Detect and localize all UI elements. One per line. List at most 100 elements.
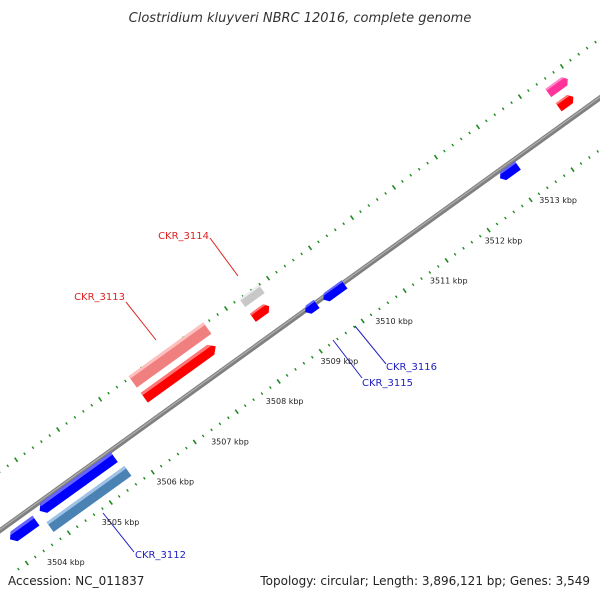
tick-mark bbox=[269, 386, 272, 390]
tick-mark bbox=[73, 415, 77, 419]
tick-mark bbox=[444, 257, 449, 263]
tick-mark bbox=[486, 227, 491, 233]
genome-backbone bbox=[0, 94, 600, 534]
gene-label-ckr-3115[interactable]: CKR_3115 bbox=[362, 378, 413, 389]
tick-mark bbox=[134, 482, 138, 486]
tick-mark bbox=[23, 452, 26, 456]
tick-mark bbox=[342, 222, 345, 226]
tick-mark bbox=[101, 507, 104, 511]
tick-mark bbox=[369, 313, 373, 317]
tick-mark bbox=[115, 385, 119, 389]
gene-label-ckr-3114[interactable]: CKR_3114 bbox=[158, 231, 209, 242]
map-title: Clostridium kluyveri NBRC 12016, complet… bbox=[129, 11, 472, 26]
tick-mark bbox=[384, 191, 387, 195]
gene-forward-3513[interactable] bbox=[555, 93, 576, 112]
gene-reverse-3513[interactable] bbox=[497, 161, 521, 183]
tick-mark bbox=[585, 46, 589, 50]
tick-mark bbox=[31, 446, 35, 450]
tick-mark bbox=[300, 252, 303, 256]
scale-label: 3512 kbp bbox=[485, 236, 523, 245]
tick-mark bbox=[234, 409, 239, 415]
tick-mark bbox=[227, 416, 230, 420]
tick-mark bbox=[17, 567, 20, 571]
tick-mark bbox=[562, 174, 566, 178]
tick-mark bbox=[159, 464, 163, 468]
tick-mark bbox=[411, 283, 415, 287]
tick-mark bbox=[537, 192, 541, 196]
tick-mark bbox=[394, 295, 398, 299]
tick-mark bbox=[378, 307, 381, 311]
tick-mark bbox=[453, 252, 457, 256]
gene-label-ckr-3113[interactable]: CKR_3113 bbox=[74, 292, 125, 303]
gene-label-ckr-3116[interactable]: CKR_3116 bbox=[386, 362, 437, 373]
gene-ckr-3113[interactable] bbox=[128, 322, 212, 388]
tick-mark bbox=[596, 149, 600, 153]
tick-mark bbox=[333, 228, 337, 232]
tick-mark bbox=[543, 76, 547, 80]
tick-mark bbox=[569, 58, 572, 62]
tick-mark bbox=[317, 240, 320, 244]
accession-text: Accession: NC_011837 bbox=[8, 574, 144, 588]
tick-mark bbox=[59, 537, 62, 541]
tick-mark bbox=[344, 331, 348, 335]
leader-ckr-3112 bbox=[102, 512, 135, 553]
gene-ckr-3112[interactable] bbox=[46, 466, 132, 532]
tick-mark bbox=[294, 367, 297, 371]
gene-ckr-3115[interactable] bbox=[302, 299, 320, 316]
tick-mark bbox=[223, 305, 229, 311]
tick-mark bbox=[307, 245, 313, 251]
tick-mark bbox=[185, 446, 188, 450]
tick-mark bbox=[327, 343, 331, 347]
tick-mark bbox=[50, 543, 54, 547]
tick-mark bbox=[325, 234, 329, 238]
tick-mark bbox=[402, 288, 407, 294]
tick-mark bbox=[92, 513, 96, 517]
tick-mark bbox=[401, 179, 404, 183]
tick-mark bbox=[42, 549, 45, 553]
tick-mark bbox=[66, 530, 71, 536]
tick-mark bbox=[283, 264, 287, 268]
tick-mark bbox=[579, 162, 583, 166]
gene-forward-3510[interactable] bbox=[249, 302, 272, 322]
tick-mark bbox=[485, 119, 488, 123]
tick-mark bbox=[420, 277, 423, 281]
scale-label: 3507 kbp bbox=[211, 437, 249, 446]
tick-mark bbox=[554, 180, 558, 184]
gene-reverse-3505[interactable] bbox=[36, 452, 118, 516]
tick-mark bbox=[493, 113, 497, 117]
tick-mark bbox=[117, 494, 121, 498]
gene-reverse-3504[interactable] bbox=[7, 515, 40, 544]
gene-ckr-3116[interactable] bbox=[321, 280, 348, 303]
gene-ckr-3114[interactable] bbox=[239, 284, 265, 308]
gene-rna[interactable] bbox=[545, 75, 570, 98]
scale-label: 3506 kbp bbox=[156, 478, 194, 487]
tick-mark bbox=[428, 271, 432, 274]
tick-mark bbox=[252, 398, 255, 402]
gene-forward-3508[interactable] bbox=[140, 341, 219, 403]
tick-mark bbox=[409, 173, 413, 177]
tick-mark bbox=[462, 246, 465, 250]
tick-mark bbox=[192, 439, 197, 445]
tick-mark bbox=[291, 258, 295, 262]
tick-mark bbox=[367, 204, 371, 208]
tick-mark bbox=[150, 469, 155, 475]
tick-mark bbox=[176, 452, 180, 456]
scale-label: 3509 kbp bbox=[321, 357, 359, 366]
tick-mark bbox=[260, 392, 264, 396]
gene-label-ckr-3112[interactable]: CKR_3112 bbox=[135, 550, 186, 561]
tick-mark bbox=[470, 240, 474, 244]
tick-mark bbox=[577, 52, 581, 56]
scale-label: 3513 kbp bbox=[539, 196, 577, 205]
tick-mark bbox=[265, 275, 271, 281]
backbone-highlight bbox=[0, 96, 600, 531]
leader-ckr-3114 bbox=[209, 237, 239, 277]
tick-mark bbox=[218, 422, 222, 426]
tick-mark bbox=[512, 210, 516, 214]
tick-mark bbox=[98, 396, 103, 402]
tick-mark bbox=[65, 421, 68, 425]
tick-mark bbox=[552, 70, 555, 74]
tick-mark bbox=[336, 337, 339, 341]
tick-mark bbox=[495, 222, 499, 226]
tick-mark bbox=[546, 186, 549, 190]
tick-mark bbox=[33, 555, 37, 559]
